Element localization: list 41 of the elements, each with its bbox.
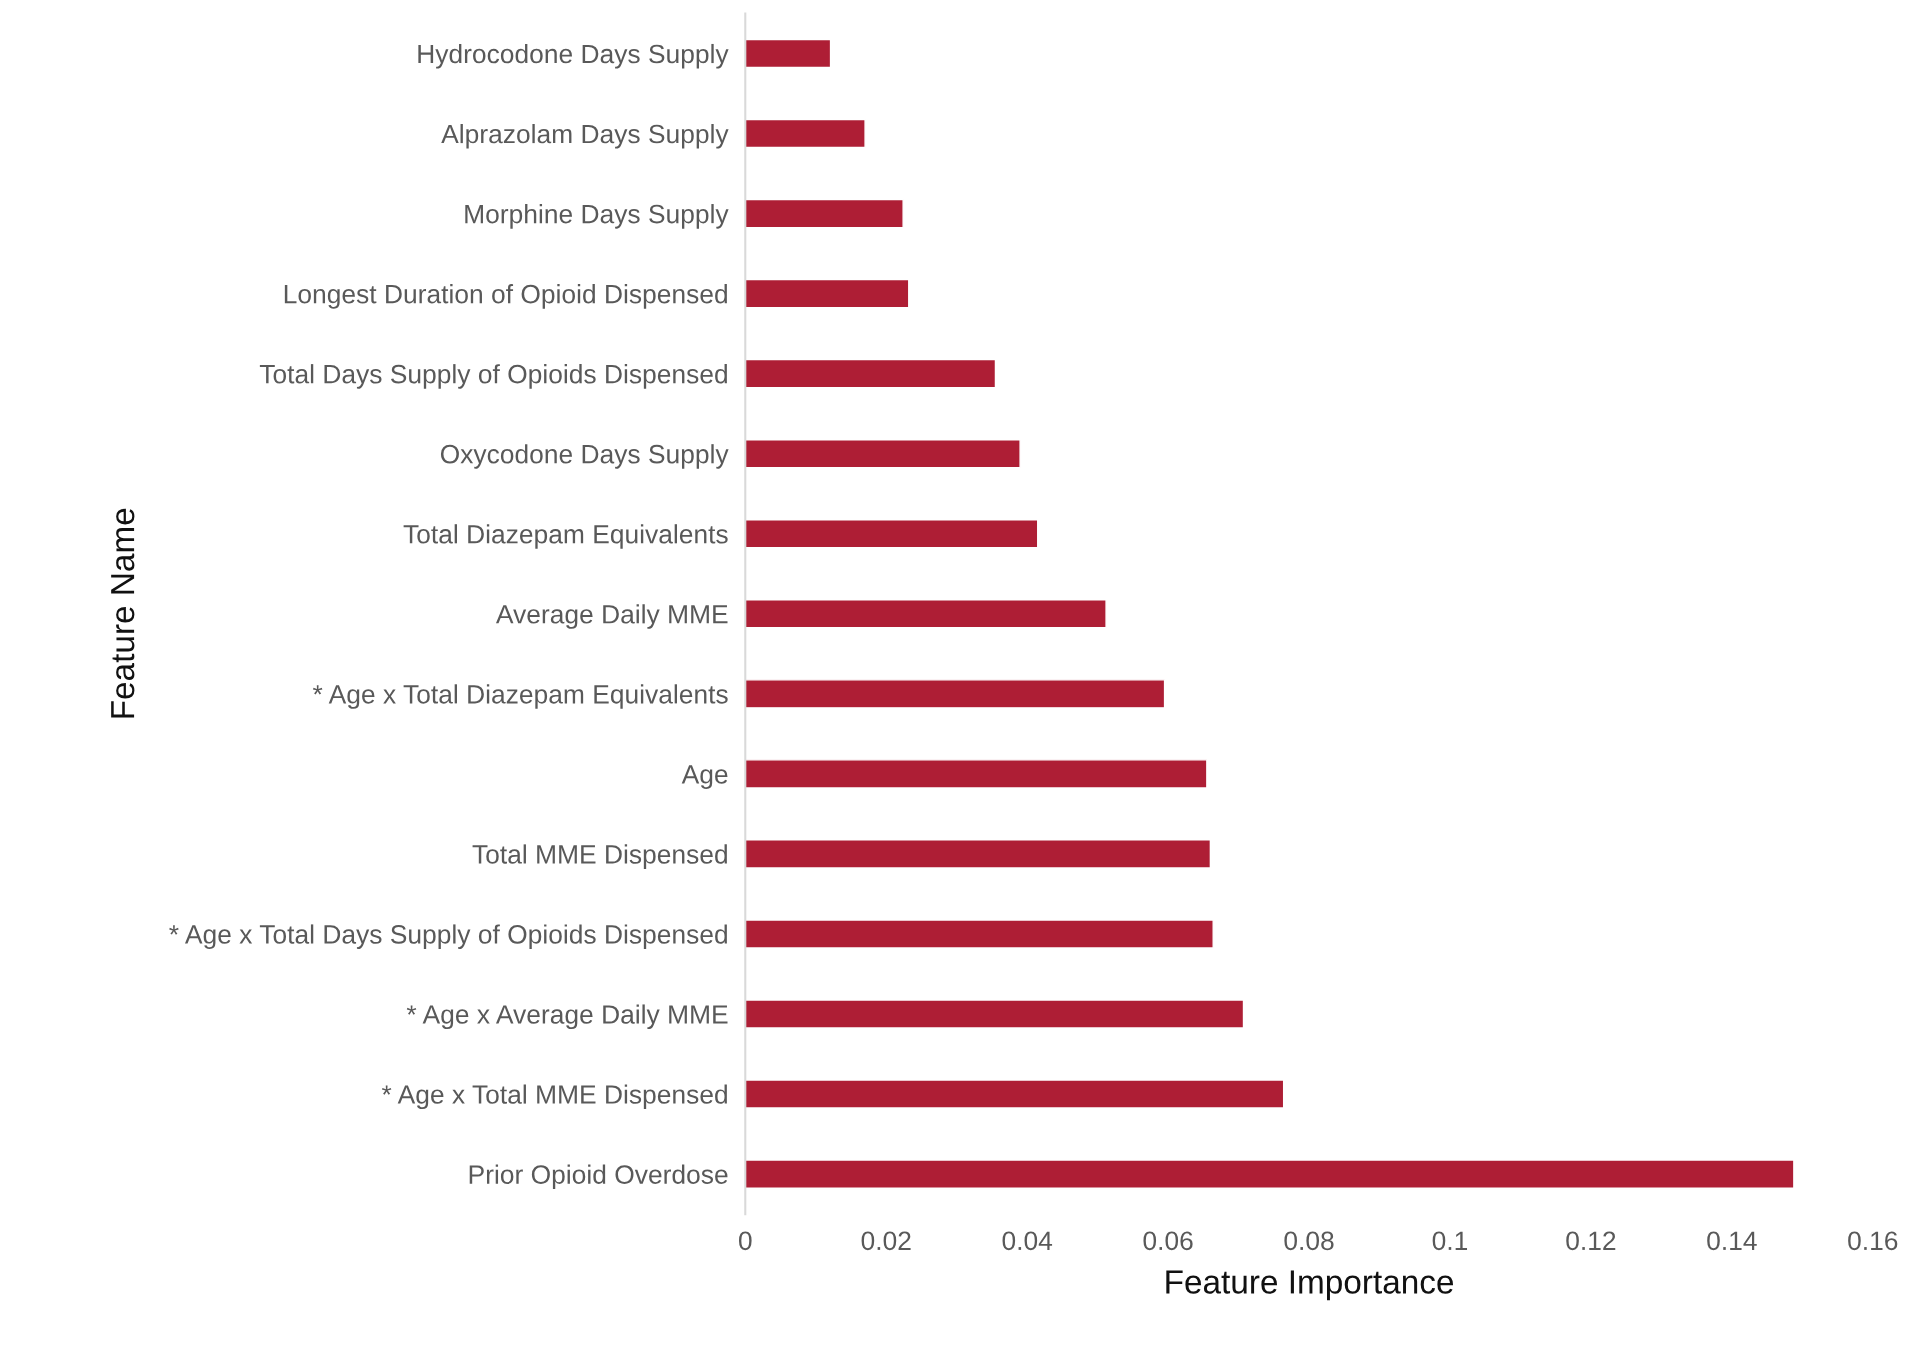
bar (745, 1159, 1795, 1189)
bar (745, 839, 1212, 869)
bar (745, 198, 904, 229)
y-tick-label: Oxycodone Days Supply (440, 444, 729, 469)
x-tick-label: 0.08 (1284, 1231, 1334, 1251)
y-tick-label: * Age x Total Diazepam Equivalents (312, 684, 728, 709)
x-tick-label: 0.12 (1566, 1231, 1616, 1251)
bar (745, 599, 1107, 629)
y-tick-label: Prior Opioid Overdose (469, 1164, 728, 1190)
bar (745, 759, 1208, 789)
x-tick-label: 0 (738, 1231, 752, 1251)
bar (745, 38, 832, 69)
bar (745, 358, 997, 389)
x-axis-title: Feature Importance (1166, 1270, 1454, 1301)
y-tick-label: Morphine Days Supply (465, 204, 729, 229)
bar (745, 919, 1214, 949)
bar (745, 278, 910, 309)
y-tick-label: Total Days Supply of Opioids Dispensed (259, 364, 727, 389)
x-tick-label: 0.14 (1707, 1231, 1757, 1251)
bar (745, 118, 866, 149)
y-axis-title: Feature Name (111, 508, 135, 718)
y-tick-label: Alprazolam Days Supply (441, 123, 729, 149)
y-tick-label: * Age x Total MME Dispensed (381, 1084, 727, 1110)
x-tick-label: 0.02 (861, 1231, 911, 1251)
y-tick-label: Total MME Dispensed (472, 844, 727, 869)
y-tick-label: * Age x Average Daily MME (406, 1004, 728, 1030)
bar (745, 679, 1166, 709)
y-tick-label: Age (681, 765, 728, 789)
y-tick-label: Total Diazepam Equivalents (403, 524, 728, 549)
x-tick-label: 0.16 (1848, 1231, 1898, 1251)
x-tick-label: 0.06 (1143, 1231, 1193, 1251)
x-tick-label: 0.04 (1002, 1231, 1053, 1251)
y-tick-label: Hydrocodone Days Supply (418, 43, 729, 69)
bar (745, 999, 1245, 1029)
y-tick-label: Longest Duration of Opioid Dispensed (284, 284, 727, 309)
bar (745, 439, 1021, 469)
y-tick-label: Average Daily MME (495, 604, 728, 629)
y-tick-label: * Age x Total Days Supply of Opioids Dispensed (169, 924, 727, 949)
x-tick-label: 0.1 (1432, 1231, 1468, 1251)
bar (745, 1079, 1285, 1109)
bar (745, 519, 1039, 549)
